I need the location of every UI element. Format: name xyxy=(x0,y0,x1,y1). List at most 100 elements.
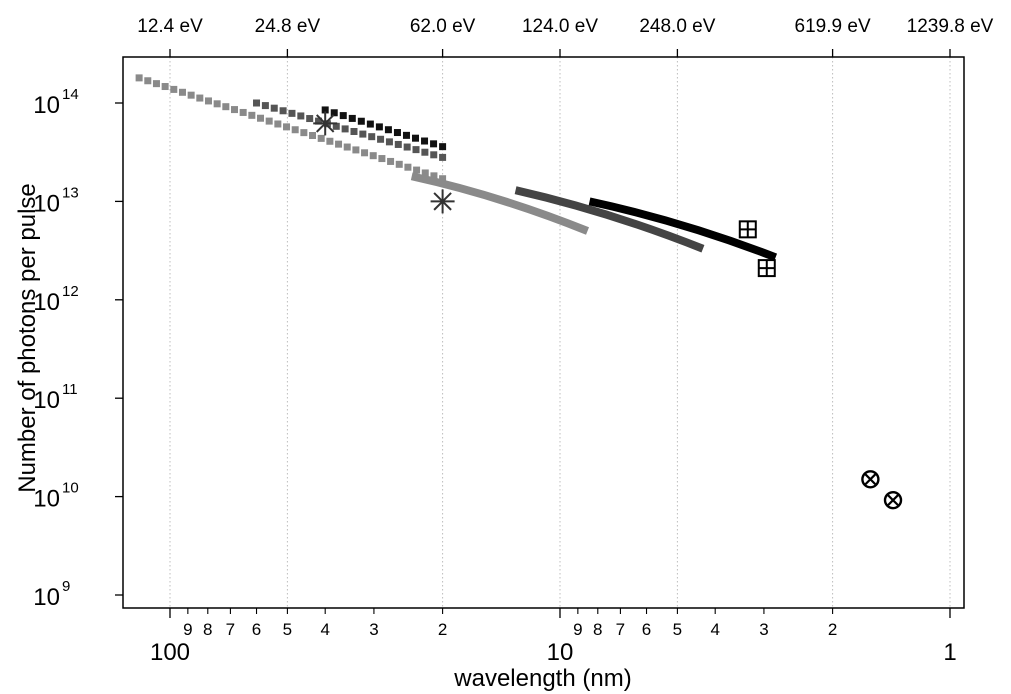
square-marker xyxy=(387,157,395,165)
square-marker xyxy=(178,88,186,96)
bottom-minor-tick-label: 7 xyxy=(616,620,625,639)
bottom-minor-tick-label: 4 xyxy=(320,620,329,639)
square-marker xyxy=(369,152,377,160)
bottom-minor-tick-label: 9 xyxy=(573,620,582,639)
thick-line-series xyxy=(514,186,705,253)
bottom-major-tick-label: 100 xyxy=(150,639,190,666)
x-axis-title: wavelength (nm) xyxy=(453,665,631,692)
square-marker xyxy=(357,117,365,125)
grid-lines xyxy=(169,57,951,608)
square-marker xyxy=(152,80,160,88)
square-marker xyxy=(283,123,291,131)
square-marker xyxy=(385,138,393,146)
square-marker xyxy=(204,97,212,105)
square-marker xyxy=(404,163,412,171)
thick-line-series xyxy=(588,197,778,262)
square-marker xyxy=(161,83,169,91)
bottom-minor-tick-label: 6 xyxy=(252,620,261,639)
square-marker xyxy=(261,102,269,110)
top-tick-label: 24.8 eV xyxy=(255,16,321,37)
square-marker xyxy=(377,135,385,143)
square-marker xyxy=(359,130,367,138)
square-marker xyxy=(366,120,374,128)
bottom-minor-tick-label: 5 xyxy=(673,620,682,639)
square-marker xyxy=(330,109,338,117)
square-marker xyxy=(213,100,221,108)
y-axis-title: Number of photons per pulse xyxy=(14,183,41,493)
square-marker xyxy=(291,126,299,134)
thick-line-series xyxy=(410,172,590,235)
square-marker xyxy=(339,112,347,120)
square-marker xyxy=(309,132,317,140)
square-marker xyxy=(279,107,287,115)
square-marker xyxy=(430,172,438,180)
square-marker xyxy=(343,143,351,151)
square-marker xyxy=(395,160,403,168)
bottom-minor-tick-label: 9 xyxy=(183,620,192,639)
square-marker xyxy=(335,140,343,148)
square-marker xyxy=(341,125,349,133)
boxplus-marker xyxy=(757,259,776,278)
square-marker xyxy=(375,123,383,131)
bottom-minor-tick-label: 7 xyxy=(226,620,235,639)
square-marker xyxy=(439,153,447,161)
square-marker xyxy=(403,143,411,151)
square-marker xyxy=(239,108,247,116)
square-marker xyxy=(317,134,325,142)
square-marker xyxy=(332,122,340,130)
left-tick-label: 10 xyxy=(33,486,60,513)
bottom-minor-tick-label: 6 xyxy=(642,620,651,639)
left-tick-exponent: 9 xyxy=(62,578,70,595)
square-marker xyxy=(170,85,178,93)
bottom-minor-tick-label: 8 xyxy=(593,620,602,639)
square-marker xyxy=(187,91,195,99)
square-marker xyxy=(402,131,410,139)
bottom-minor-tick-label: 2 xyxy=(828,620,837,639)
square-marker xyxy=(439,143,447,151)
circletimes-marker xyxy=(883,490,903,510)
square-marker xyxy=(196,94,204,102)
bottom-minor-tick-label: 8 xyxy=(203,620,212,639)
square-marker xyxy=(248,111,256,119)
bottom-major-tick-label: 10 xyxy=(547,639,574,666)
bottom-axis: 100 10 19 8 7 6 5 4 3 2 9 8 7 6 5 4 3 2 xyxy=(150,608,957,666)
asterisk-marker xyxy=(430,189,455,214)
bottom-minor-tick-label: 5 xyxy=(283,620,292,639)
left-tick-label: 10 xyxy=(33,289,60,316)
bottom-minor-tick-label: 4 xyxy=(710,620,719,639)
circletimes-x2 xyxy=(864,473,877,486)
square-marker xyxy=(222,103,230,111)
square-marker xyxy=(300,129,308,137)
square-marker xyxy=(412,134,420,142)
square-marker xyxy=(265,117,273,125)
square-marker xyxy=(361,149,369,157)
square-marker xyxy=(412,146,420,154)
square-marker xyxy=(270,104,278,112)
top-tick-label: 124.0 eV xyxy=(522,16,598,37)
square-marker xyxy=(288,109,296,117)
square-marker xyxy=(326,137,334,145)
square-marker xyxy=(368,133,376,141)
square-marker xyxy=(315,117,323,125)
square-marker xyxy=(257,114,265,122)
square-marker xyxy=(352,146,360,154)
square-marker xyxy=(394,140,402,148)
top-tick-label: 62.0 eV xyxy=(410,16,476,37)
left-tick-exponent: 13 xyxy=(62,184,79,201)
square-marker xyxy=(321,106,329,114)
square-marker xyxy=(430,151,438,159)
square-marker xyxy=(393,129,401,137)
square-marker xyxy=(348,114,356,122)
left-tick-label: 10 xyxy=(33,584,60,611)
top-tick-label: 248.0 eV xyxy=(639,16,715,37)
square-marker xyxy=(306,115,314,123)
left-tick-label: 10 xyxy=(33,92,60,119)
top-axis: 12.4 eV 24.8 eV 62.0 eV 124.0 eV 248.0 eV 619… xyxy=(137,16,994,57)
left-tick-exponent: 10 xyxy=(62,480,79,497)
square-marker xyxy=(378,155,386,163)
bottom-minor-tick-label: 3 xyxy=(759,620,768,639)
square-marker xyxy=(297,112,305,120)
left-tick-exponent: 11 xyxy=(62,381,78,398)
